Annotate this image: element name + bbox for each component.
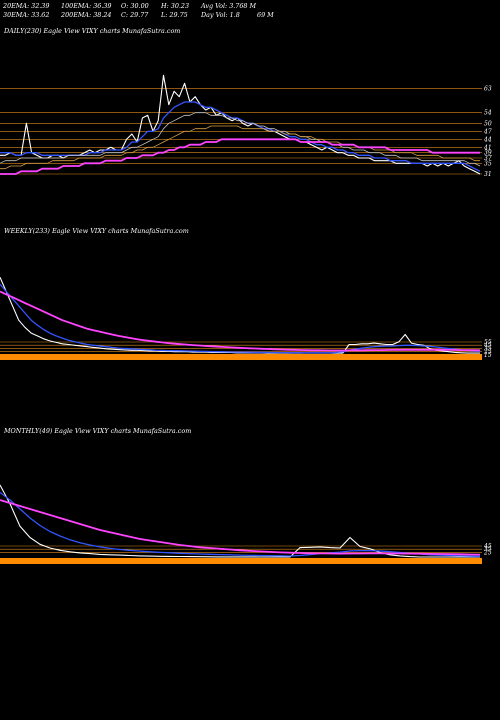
level-label: 25 xyxy=(483,549,492,556)
stat-ema200: 200EMA: 38.24 xyxy=(61,11,112,19)
stat-low: L: 29.75 xyxy=(161,11,188,19)
level-label: 35 xyxy=(484,160,492,167)
stat-ema20: 20EMA: 32.39 xyxy=(3,2,50,10)
stat-ema100: 100EMA: 36.39 xyxy=(61,2,112,10)
series-line-price xyxy=(0,74,481,175)
level-label: 41 xyxy=(483,144,492,151)
volume-band xyxy=(0,354,482,360)
series-line-ema-slow xyxy=(0,125,480,170)
level-label: 15 xyxy=(484,352,492,359)
level-label: 35 xyxy=(484,546,492,553)
series-line-price xyxy=(0,484,480,558)
series-line-ema-200 xyxy=(0,290,481,352)
level-label: 45 xyxy=(483,342,492,349)
series-line-ema-200 xyxy=(0,138,480,175)
series-line-ema-200 xyxy=(0,499,481,556)
stat-open: O: 30.00 xyxy=(121,2,149,10)
series-line-ema-fast xyxy=(0,283,481,354)
level-label: 47 xyxy=(483,128,492,135)
stat-ema30: 30EMA: 33.62 xyxy=(3,11,50,19)
level-label: 25 xyxy=(483,349,492,356)
level-label: 31 xyxy=(484,171,492,178)
level-label: 54 xyxy=(484,110,492,117)
level-label: 35 xyxy=(484,345,492,352)
level-label: 44 xyxy=(483,136,492,143)
volume-band xyxy=(0,558,482,564)
stat-dayvol-unit: 69 M xyxy=(257,11,274,19)
level-label: 39 xyxy=(484,150,492,157)
stat-dayvol: Day Vol: 1.8 xyxy=(201,11,240,19)
series-line-ema-fast xyxy=(0,491,481,557)
daily-chart-title: DAILY(230) Eagle View VIXY charts Munafa… xyxy=(4,27,181,35)
monthly-chart-title: MONTHLY(49) Eagle View VIXY charts Munaf… xyxy=(4,427,192,435)
level-label: 45 xyxy=(483,543,492,550)
weekly-chart-title: WEEKLY(233) Eagle View VIXY charts Munaf… xyxy=(4,227,189,235)
level-label: 55 xyxy=(484,339,492,346)
level-label: 63 xyxy=(484,86,492,93)
stat-close: C: 29.77 xyxy=(121,11,149,19)
series-line-ema-mid xyxy=(0,112,481,167)
series-line-price xyxy=(0,276,480,354)
stat-high: H: 30.23 xyxy=(161,2,190,10)
stat-avgvol: Avg Vol: 3.768 M xyxy=(201,2,257,10)
level-label: 50 xyxy=(484,120,492,127)
level-label: 37 xyxy=(484,155,492,162)
